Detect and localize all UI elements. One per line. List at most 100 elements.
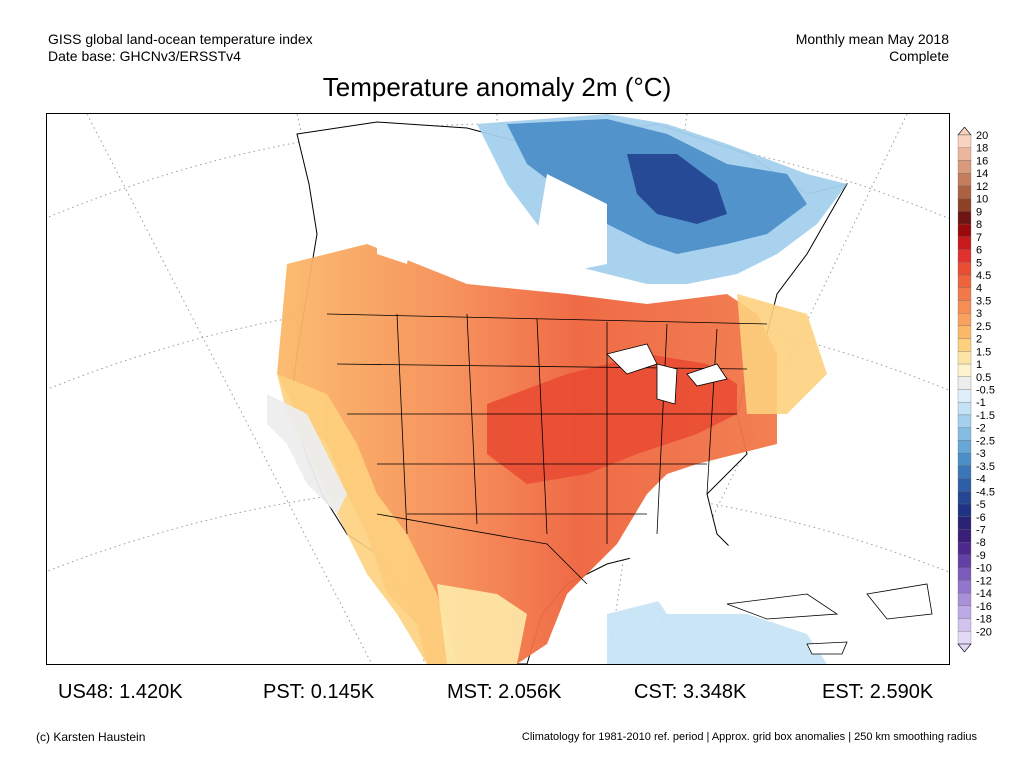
anomaly-field-cold-core (627, 154, 727, 224)
missing-data-canada (377, 184, 417, 264)
colorbar-swatch (957, 580, 972, 594)
colorbar-swatch (957, 312, 972, 327)
colorbar-swatch (957, 567, 972, 581)
colorbar-swatch (957, 274, 972, 288)
colorbar-label: 20 (976, 130, 988, 142)
colorbar-scale: 201816141210987654.543.532.521.510.5-0.5… (957, 126, 995, 653)
anomaly-field-mexico (437, 584, 527, 664)
colorbar-swatch (957, 173, 972, 187)
colorbar-swatch (957, 338, 972, 352)
colorbar-swatch (957, 618, 972, 632)
colorbar-label: -12 (976, 575, 992, 587)
colorbar-swatch (957, 211, 972, 225)
colorbar-label: -10 (976, 563, 992, 575)
colorbar-label: 1 (976, 359, 982, 371)
colorbar-label: 2.5 (976, 321, 991, 333)
colorbar-swatch (957, 287, 972, 301)
dataset-name: GISS global land-ocean temperature index (48, 31, 313, 47)
colorbar-label: 14 (976, 168, 988, 180)
anomaly-field-caribbean (607, 594, 827, 664)
colorbar-label: -6 (976, 512, 986, 524)
colorbar-swatch (957, 592, 972, 606)
missing-data-hudson (537, 174, 607, 274)
colorbar-label: 4 (976, 283, 982, 295)
region-stats: US48: 1.420K PST: 0.145K MST: 2.056K CST… (0, 680, 1024, 704)
colorbar-label: 9 (976, 206, 982, 218)
political-boundaries (326, 313, 768, 585)
stat-cst: CST: 3.348K (634, 681, 747, 703)
colorbar-swatch (957, 300, 972, 314)
colorbar-swatch (957, 491, 972, 505)
colorbar-swatch (957, 605, 972, 619)
colorbar-label: 6 (976, 245, 982, 257)
colorbar-swatch (957, 325, 972, 339)
colorbar-label: -14 (976, 588, 992, 600)
colorbar-swatch (957, 249, 972, 263)
colorbar-label: 2 (976, 334, 982, 346)
anomaly-map (46, 113, 950, 665)
colorbar-label: -1 (976, 397, 986, 409)
anomaly-field-pacific (267, 394, 347, 514)
colorbar-label: 18 (976, 143, 988, 155)
colorbar-swatch (957, 185, 972, 199)
colorbar-swatch (957, 363, 972, 377)
colorbar-label: -9 (976, 550, 986, 562)
colorbar-label: -1.5 (976, 410, 995, 422)
caribbean-islands (726, 583, 933, 655)
map-title: Temperature anomaly 2m (°C) (322, 72, 672, 102)
colorbar-swatch (957, 134, 972, 148)
colorbar-swatch (957, 414, 972, 428)
stat-pst: PST: 0.145K (263, 681, 375, 703)
colorbar-label: 4.5 (976, 270, 991, 282)
colorbar-label: -3 (976, 448, 986, 460)
colorbar-swatch (957, 223, 972, 237)
colorbar-bottom-arrow (957, 643, 972, 653)
map-canvas (47, 114, 949, 664)
missing-data-gulf (627, 544, 767, 614)
colorbar-swatch (957, 465, 972, 479)
colorbar-label: -2 (976, 423, 986, 435)
colorbar-label: -7 (976, 524, 986, 536)
header-left: GISS global land-ocean temperature index… (48, 31, 313, 65)
completeness-label: Complete (889, 48, 949, 64)
colorbar-swatch (957, 147, 972, 161)
colorbar-swatch (957, 554, 972, 568)
colorbar-swatch (957, 198, 972, 212)
colorbar-label: 8 (976, 219, 982, 231)
colorbar-swatch (957, 542, 972, 556)
great-lakes (606, 343, 728, 405)
stat-mst: MST: 2.056K (447, 681, 562, 703)
colorbar-swatch (957, 452, 972, 467)
colorbar-label: -8 (976, 537, 986, 549)
colorbar-label: 12 (976, 181, 988, 193)
colorbar-swatch (957, 631, 972, 645)
colorbar-swatch (957, 389, 972, 403)
colorbar-label: 7 (976, 232, 982, 244)
colorbar-label: -18 (976, 614, 992, 626)
colorbar-swatch (957, 376, 972, 390)
colorbar-label: -5 (976, 499, 986, 511)
colorbar-label: 5 (976, 257, 982, 269)
colorbar-label: -4.5 (976, 486, 995, 498)
colorbar-label: 1.5 (976, 346, 991, 358)
colorbar: 20 18 16 14 12 10 9 8 7 6 5 4.5 4 3.5 3 2.5 2 1.5 1 0.5 -0.5… (956, 126, 1024, 653)
colorbar-label: -16 (976, 601, 992, 613)
colorbar-top-arrow (957, 126, 972, 136)
colorbar-swatch (957, 516, 972, 530)
colorbar-swatch (957, 503, 972, 517)
colorbar-label: 10 (976, 194, 988, 206)
colorbar-label: -2.5 (976, 435, 995, 447)
period-label: Monthly mean May 2018 (795, 31, 949, 47)
data-base: Date base: GHCNv3/ERSSTv4 (48, 48, 241, 64)
colorbar-swatch (957, 351, 972, 365)
credit: (c) Karsten Haustein (36, 730, 146, 744)
colorbar-label: 3 (976, 308, 982, 320)
colorbar-swatch (957, 402, 972, 416)
stat-us48: US48: 1.420K (58, 681, 183, 703)
colorbar-label: -3.5 (976, 461, 995, 473)
colorbar-swatch (957, 236, 972, 250)
climatology-note: Climatology for 1981-2010 ref. period | … (521, 731, 977, 743)
colorbar-label: -0.5 (976, 385, 995, 397)
colorbar-swatch (957, 440, 972, 454)
colorbar-label: 0.5 (976, 372, 991, 384)
